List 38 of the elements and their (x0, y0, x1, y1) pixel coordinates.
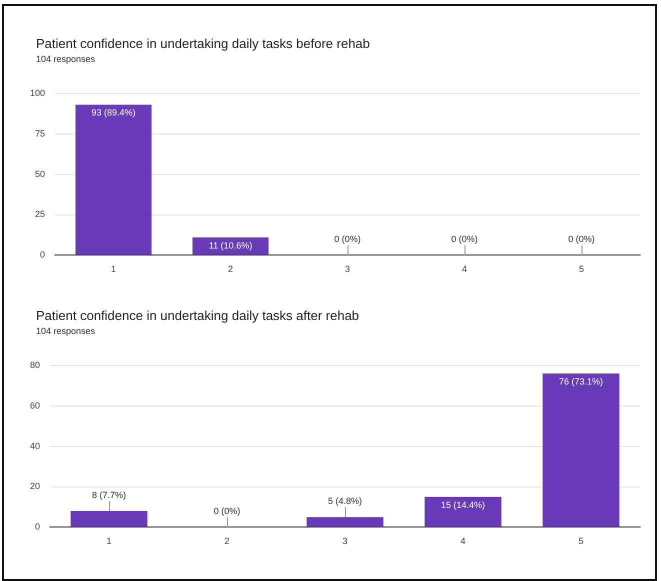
data-label: 0 (0%) (214, 506, 240, 516)
data-label: 5 (4.8%) (328, 496, 362, 506)
y-tick-label: 40 (30, 440, 40, 451)
chart-subtitle: 104 responses (36, 54, 96, 64)
y-tick-label: 25 (35, 209, 46, 220)
x-tick-label: 5 (578, 264, 584, 274)
data-label: 0 (0%) (568, 234, 595, 244)
x-tick-label: 4 (460, 536, 466, 546)
data-label: 0 (0%) (451, 234, 478, 244)
x-tick-label: 2 (224, 536, 230, 546)
y-tick-label: 0 (34, 522, 40, 532)
x-tick-label: 1 (106, 536, 112, 546)
bar (70, 511, 148, 527)
y-tick-label: 0 (40, 250, 46, 260)
y-tick-label: 20 (30, 481, 40, 492)
data-label: 93 (89.4%) (92, 108, 136, 118)
chart-title: Patient confidence in undertaking daily tasks after rehab (36, 308, 360, 323)
y-tick-label: 50 (35, 168, 46, 179)
y-tick-label: 75 (35, 128, 46, 138)
bar (424, 496, 502, 527)
data-label: 15 (14.4%) (440, 500, 486, 510)
chart-title: Patient confidence in undertaking daily tasks before rehab (36, 36, 371, 51)
y-tick-label: 80 (30, 360, 40, 370)
data-label: 0 (0%) (334, 234, 361, 244)
data-label: 8 (7.7%) (92, 490, 126, 500)
x-tick-label: 3 (342, 536, 348, 546)
chart-subtitle: 104 responses (36, 326, 96, 336)
y-tick-label: 100 (30, 88, 46, 98)
x-tick-label: 5 (578, 536, 584, 546)
x-tick-label: 2 (228, 264, 234, 274)
data-label: 11 (10.6%) (208, 240, 252, 250)
x-tick-label: 1 (111, 264, 116, 274)
x-tick-label: 4 (462, 264, 468, 274)
data-label: 76 (73.1%) (558, 376, 604, 386)
y-tick-label: 60 (30, 400, 40, 410)
bar (306, 517, 384, 527)
bar (542, 373, 620, 527)
x-tick-label: 3 (345, 264, 350, 274)
